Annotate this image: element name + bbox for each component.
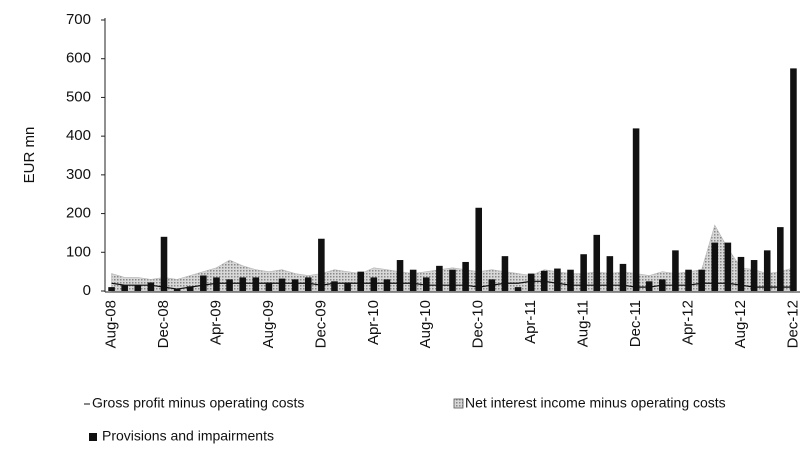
bar	[645, 281, 653, 291]
legend: Gross profit minus operating costs Net in…	[84, 395, 726, 444]
bar	[527, 273, 535, 291]
bar	[462, 261, 469, 291]
x-tick-label: Dec-09	[312, 300, 329, 348]
y-tick-label: 400	[66, 127, 91, 144]
bar	[370, 277, 378, 291]
bar	[777, 227, 784, 291]
bar	[554, 268, 561, 291]
y-tick-label: 0	[83, 282, 91, 299]
bar	[436, 265, 443, 291]
y-tick-label: 300	[66, 166, 91, 183]
x-tick-label: Dec-12	[784, 300, 801, 348]
bar	[160, 236, 168, 291]
x-tick-label: Apr-12	[680, 300, 697, 345]
bar	[475, 207, 483, 291]
y-tick-label: 500	[66, 88, 91, 105]
bar	[580, 254, 587, 291]
line	[111, 280, 794, 290]
x-tick-label: Aug-12	[732, 300, 749, 348]
bar	[632, 128, 640, 291]
bar	[422, 277, 430, 291]
bar	[711, 242, 719, 291]
x-tick-label: Aug-10	[417, 300, 434, 348]
bar	[672, 250, 679, 291]
y-tick-label: 600	[66, 50, 91, 67]
bar	[567, 269, 574, 291]
bar	[396, 260, 404, 291]
bar	[108, 287, 115, 291]
bar	[173, 289, 181, 291]
x-tick-label: Dec-08	[155, 300, 172, 348]
bar	[790, 68, 797, 292]
x-tick-label: Dec-11	[627, 300, 644, 347]
bar	[619, 263, 627, 291]
bar	[186, 286, 194, 291]
legend-label: Gross profit minus operating costs	[92, 395, 304, 411]
x-tick-label: Aug-11	[575, 300, 592, 347]
x-tick-label: Aug-09	[260, 300, 277, 348]
bar	[304, 277, 312, 291]
bar	[121, 285, 128, 291]
bar	[514, 287, 522, 291]
bar	[409, 269, 417, 291]
legend-label: Provisions and impairments	[102, 428, 274, 444]
bar	[278, 278, 286, 291]
bar	[593, 234, 601, 291]
bar	[357, 271, 364, 291]
bar	[449, 269, 456, 291]
bar	[239, 277, 246, 291]
bar	[252, 277, 260, 291]
bar	[501, 256, 509, 291]
bar	[344, 282, 351, 291]
x-tick-label: Aug-08	[103, 300, 120, 348]
bar	[147, 282, 155, 291]
legend-swatch	[453, 398, 464, 409]
x-tick-label: Dec-10	[470, 300, 487, 348]
bar	[213, 277, 220, 291]
y-tick-label: 100	[66, 243, 91, 260]
bar	[606, 256, 614, 291]
bar	[383, 279, 391, 291]
y-axis-label: EUR mn	[21, 127, 38, 184]
x-tick-label: Apr-10	[365, 300, 382, 345]
bar	[698, 269, 705, 291]
bar	[134, 285, 142, 291]
bar	[291, 279, 299, 291]
bar	[685, 269, 692, 291]
bar	[200, 275, 207, 291]
bar	[737, 256, 745, 291]
bar	[724, 242, 732, 291]
bar	[331, 281, 338, 291]
bar	[763, 250, 771, 291]
x-tick-label: Apr-09	[207, 300, 224, 345]
bar	[750, 260, 758, 291]
legend-label: Net interest income minus operating cost…	[465, 395, 726, 411]
bar	[226, 279, 233, 291]
y-tick-label: 700	[66, 11, 91, 28]
x-tick-label: Apr-11	[522, 300, 539, 344]
legend-swatch	[89, 433, 97, 441]
y-tick-label: 200	[66, 205, 91, 222]
bar	[318, 238, 325, 291]
bar	[265, 282, 273, 291]
